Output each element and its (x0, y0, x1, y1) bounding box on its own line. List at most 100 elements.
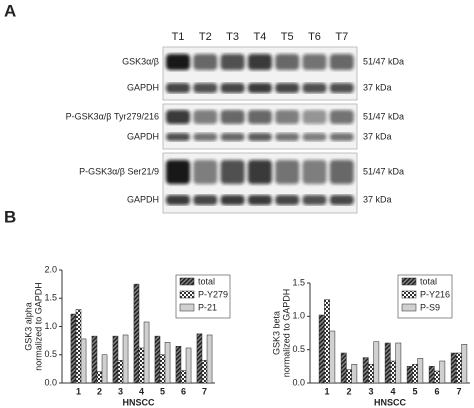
bar (164, 342, 171, 384)
bar (434, 370, 440, 384)
bar (175, 346, 182, 384)
western-blot: T1 T2 T3 T4 T5 T6 T7 GSK3α/β 51/47 kDa GAPDH 37 kD… (66, 31, 404, 214)
x-axis-label: HNSCC (374, 397, 407, 407)
band (166, 83, 190, 93)
lane-label: T6 (308, 31, 321, 43)
band (247, 83, 272, 93)
band (302, 195, 327, 205)
band (329, 133, 354, 141)
lane-label: T5 (281, 31, 294, 43)
band (302, 110, 327, 124)
lane-label: T1 (172, 31, 185, 43)
bar (75, 309, 82, 384)
legend-label: P-Y216 (420, 289, 450, 299)
band (247, 110, 272, 124)
legend-label: total (198, 276, 215, 286)
bar (373, 341, 380, 384)
band (166, 133, 190, 141)
panel-label: B (4, 207, 16, 226)
x-tick-label: 1 (324, 386, 329, 396)
lane-label: T2 (199, 31, 212, 43)
band (302, 54, 327, 70)
band (275, 133, 300, 141)
x-tick-label: 3 (368, 386, 373, 396)
x-tick-label: 5 (160, 386, 165, 396)
band (193, 110, 218, 124)
bar (185, 347, 192, 384)
band (220, 133, 245, 141)
x-tick-label: 1 (76, 386, 81, 396)
row-label: GSK3α/β (122, 56, 159, 66)
bar (112, 335, 119, 384)
lane-label: T4 (253, 31, 266, 43)
bar (159, 354, 166, 384)
band (302, 133, 327, 141)
bar (206, 334, 213, 384)
band (193, 195, 218, 205)
band (193, 54, 218, 70)
band (220, 195, 245, 205)
bar (406, 366, 413, 384)
band (275, 54, 300, 70)
x-tick-label: 4 (390, 386, 395, 396)
bar (122, 334, 129, 384)
bar (346, 369, 352, 384)
x-tick-label: 3 (118, 386, 123, 396)
legend-swatch (401, 303, 417, 312)
y-tick-label: 2.0 (44, 264, 57, 274)
bar (318, 314, 325, 384)
x-tick-label: 7 (202, 386, 207, 396)
band (302, 160, 327, 184)
legend-swatch (401, 290, 417, 299)
x-tick-label: 6 (181, 386, 186, 396)
bar (96, 371, 103, 384)
bar (395, 342, 402, 384)
bar (428, 366, 435, 384)
band (329, 160, 354, 184)
size-label: 51/47 kDa (363, 166, 404, 176)
band (247, 195, 272, 205)
bar (362, 357, 369, 384)
y-tick-label: 1.0 (292, 311, 305, 321)
bar (450, 352, 457, 384)
band (275, 195, 300, 205)
y-axis-label: GSK3 beta (271, 311, 281, 355)
x-tick-label: 6 (434, 386, 439, 396)
bar (461, 344, 468, 384)
bar (324, 299, 330, 384)
bar (439, 360, 446, 384)
size-label: 51/47 kDa (363, 111, 404, 121)
legend-swatch (179, 303, 195, 312)
band (329, 110, 354, 124)
band (193, 133, 218, 141)
x-tick-label: 5 (412, 386, 417, 396)
bar (138, 347, 145, 384)
bar (180, 370, 187, 384)
band (166, 160, 190, 184)
band (220, 54, 245, 70)
row-label: GAPDH (127, 194, 159, 204)
bar (412, 364, 418, 384)
bar (329, 330, 336, 384)
band (166, 110, 190, 124)
x-tick-label: 2 (346, 386, 351, 396)
band (220, 110, 245, 124)
bar (368, 364, 374, 384)
bar (101, 354, 108, 384)
bar (384, 342, 391, 384)
band (275, 110, 300, 124)
bar (80, 338, 87, 384)
y-tick-label: 1.0 (44, 321, 57, 331)
bar (70, 313, 77, 384)
bar (143, 321, 150, 384)
band (166, 195, 190, 205)
x-tick-label: 7 (456, 386, 461, 396)
y-tick-label: 1.5 (44, 293, 57, 303)
band (275, 83, 300, 93)
band (220, 160, 245, 184)
bar (351, 364, 358, 384)
band (166, 54, 190, 70)
lane-label: T7 (335, 31, 348, 43)
size-label: 37 kDa (363, 194, 392, 204)
